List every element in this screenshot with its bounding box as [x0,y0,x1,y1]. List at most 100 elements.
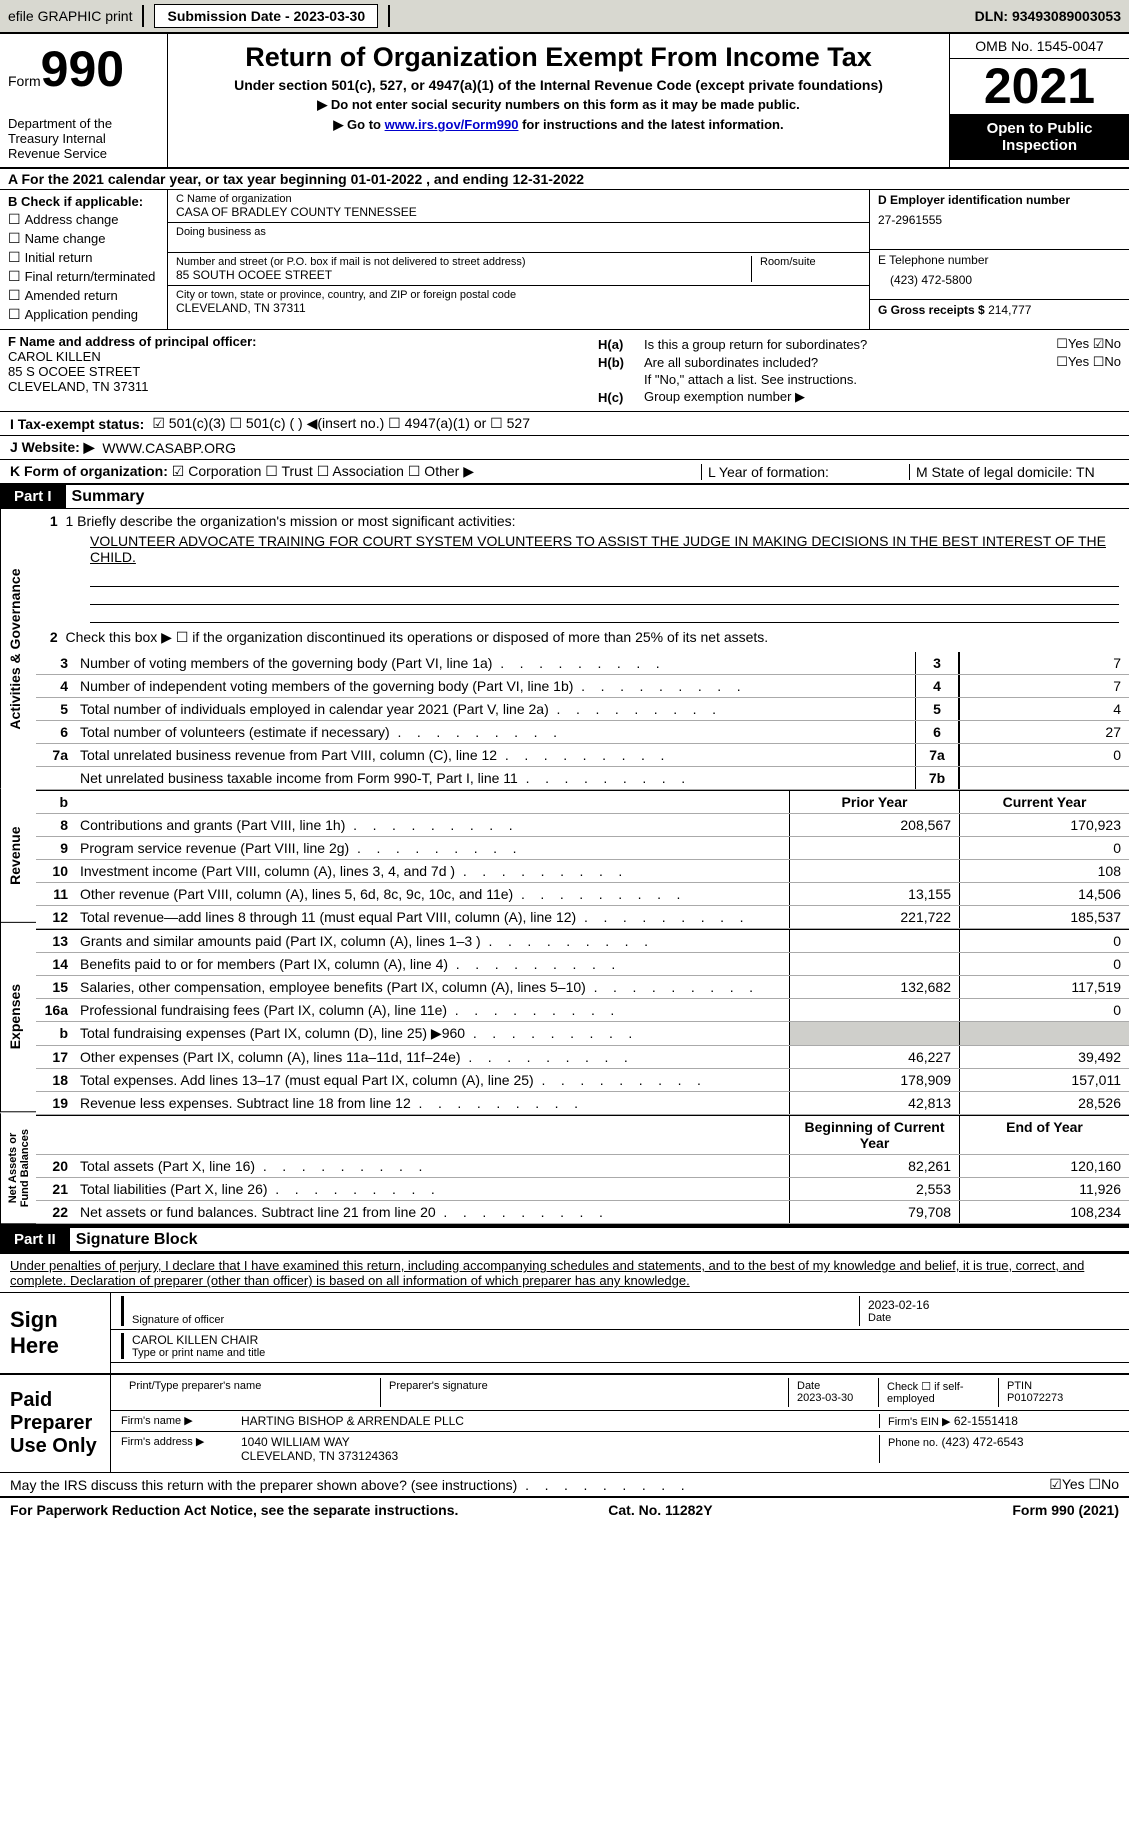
open-inspection: Open to Public Inspection [950,114,1129,160]
part1-tag: Part I [0,485,66,508]
firm-ein: 62-1551418 [954,1414,1018,1428]
section-j: J Website: ▶WWW.CASABP.ORG [0,436,1129,460]
tax-year: 2021 [950,59,1129,114]
officer-name: CAROL KILLEN [8,349,582,364]
ha-answer: ☐Yes ☑No [1056,336,1121,352]
discuss-answer: ☑Yes ☐No [1049,1476,1119,1493]
submission-date-button[interactable]: Submission Date - 2023-03-30 [154,4,378,28]
check-initial-return[interactable]: Initial return [8,249,159,266]
sign-here-row: Sign Here Signature of officer2023-02-16… [0,1292,1129,1373]
self-employed-check: Check ☐ if self-employed [887,1380,990,1405]
header-right: OMB No. 1545-0047 2021 Open to Public In… [949,34,1129,167]
hb-answer: ☐Yes ☐No [1056,354,1121,370]
form-number: 990 [41,41,124,97]
section-b-to-g: B Check if applicable: Address change Na… [0,190,1129,330]
city-state-zip: CLEVELAND, TN 37311 [176,301,861,315]
ptin-label: PTIN [1007,1380,1111,1392]
website-value: WWW.CASABP.ORG [102,440,236,456]
firm-city: CLEVELAND, TN 373124363 [241,1449,879,1463]
year-formation: L Year of formation: [701,464,901,480]
section-a: A For the 2021 calendar year, or tax yea… [0,169,1129,190]
firm-name: HARTING BISHOP & ARRENDALE PLLC [241,1414,879,1428]
vtab-revenue: Revenue [0,789,36,923]
prep-date: 2023-03-30 [797,1392,870,1404]
q2-text: Check this box ▶ ☐ if the organization d… [65,629,768,645]
part2-tag: Part II [0,1228,70,1251]
part1-title: Summary [66,488,145,506]
ha-label: H(a) [598,337,638,352]
check-pending[interactable]: Application pending [8,306,159,323]
check-final-return[interactable]: Final return/terminated [8,268,159,285]
prep-sig-label: Preparer's signature [389,1380,780,1392]
check-amended[interactable]: Amended return [8,287,159,304]
section-f: F Name and address of principal officer:… [0,330,590,411]
firm-phone: (423) 472-6543 [942,1435,1024,1449]
firm-addr: 1040 WILLIAM WAY [241,1435,879,1449]
state-domicile: M State of legal domicile: TN [909,464,1119,480]
ptin-value: P01072273 [1007,1392,1111,1404]
prep-date-label: Date [797,1380,870,1392]
section-d-e-g: D Employer identification number27-29615… [869,190,1129,329]
part2-title: Signature Block [70,1231,198,1249]
org-form: ☑ Corporation ☐ Trust ☐ Association ☐ Ot… [172,463,474,479]
section-klm: K Form of organization: ☑ Corporation ☐ … [0,460,1129,483]
check-name-change[interactable]: Name change [8,230,159,247]
paid-preparer-row: Paid Preparer Use Only Print/Type prepar… [0,1373,1129,1472]
org-name-label: C Name of organization [176,193,861,205]
firm-addr-label: Firm's address ▶ [121,1435,241,1463]
toolbar: efile GRAPHIC print Submission Date - 20… [0,0,1129,34]
ein-label: D Employer identification number [878,193,1121,207]
tax-status-options: ☑ 501(c)(3) ☐ 501(c) ( ) ◀(insert no.) ☐… [152,415,530,432]
hb-text: Are all subordinates included? [644,355,818,370]
sign-here-label: Sign Here [0,1293,110,1373]
vtab-netassets: Net Assets or Fund Balances [0,1113,36,1224]
dba-label: Doing business as [176,226,861,238]
form-label: Form [8,73,41,89]
check-address-change[interactable]: Address change [8,211,159,228]
section-h: H(a)Is this a group return for subordina… [590,330,1129,411]
hc-text: Group exemption number ▶ [644,389,805,405]
hdr-current: Current Year [959,791,1129,813]
officer-addr: 85 S OCOEE STREET [8,364,582,379]
efile-label: efile GRAPHIC print [8,8,132,24]
part2-header: Part II Signature Block [0,1226,1129,1252]
section-i: I Tax-exempt status:☑ 501(c)(3) ☐ 501(c)… [0,412,1129,436]
section-b: B Check if applicable: Address change Na… [0,190,168,329]
page-footer: For Paperwork Reduction Act Notice, see … [0,1496,1129,1522]
hb-note: If "No," attach a list. See instructions… [598,372,1121,387]
sig-name-title-label: Type or print name and title [132,1347,1119,1359]
room-label: Room/suite [760,256,853,268]
dln-label: DLN: 93493089003053 [975,8,1121,24]
hdr-beg: Beginning of Current Year [789,1116,959,1154]
officer-city: CLEVELAND, TN 37311 [8,379,582,394]
footer-right: Form 990 (2021) [1012,1502,1119,1518]
hc-label: H(c) [598,390,638,405]
dept-label: Department of the Treasury Internal Reve… [8,116,159,161]
summary-block: Activities & Governance Revenue Expenses… [0,509,1129,1226]
discuss-row: May the IRS discuss this return with the… [0,1472,1129,1496]
summary-rows: 1 1 Briefly describe the organization's … [36,509,1129,1224]
instruction-1: Do not enter social security numbers on … [176,97,941,113]
irs-link[interactable]: www.irs.gov/Form990 [385,117,519,132]
street-address: 85 SOUTH OCOEE STREET [176,268,751,282]
mission-label: 1 Briefly describe the organization's mi… [65,513,515,529]
omb-number: OMB No. 1545-0047 [950,34,1129,59]
firm-name-label: Firm's name ▶ [121,1414,241,1428]
vtab-activities: Activities & Governance [0,509,36,789]
phone-value: (423) 472-5800 [878,267,1121,293]
officer-label: F Name and address of principal officer: [8,334,582,349]
prep-name-label: Print/Type preparer's name [129,1380,372,1392]
hdr-prior: Prior Year [789,791,959,813]
section-c: C Name of organizationCASA OF BRADLEY CO… [168,190,869,329]
firm-ein-label: Firm's EIN ▶ [888,1416,951,1428]
header-left: Form990 Department of the Treasury Inter… [0,34,168,167]
section-b-label: B Check if applicable: [8,194,159,209]
form-title: Return of Organization Exempt From Incom… [176,42,941,73]
ein-value: 27-2961555 [878,207,1121,233]
footer-left: For Paperwork Reduction Act Notice, see … [10,1502,458,1518]
section-f-h: F Name and address of principal officer:… [0,330,1129,412]
mission-text: VOLUNTEER ADVOCATE TRAINING FOR COURT SY… [36,529,1129,569]
hdr-end: End of Year [959,1116,1129,1154]
form-header: Form990 Department of the Treasury Inter… [0,34,1129,169]
vtab-expenses: Expenses [0,922,36,1112]
